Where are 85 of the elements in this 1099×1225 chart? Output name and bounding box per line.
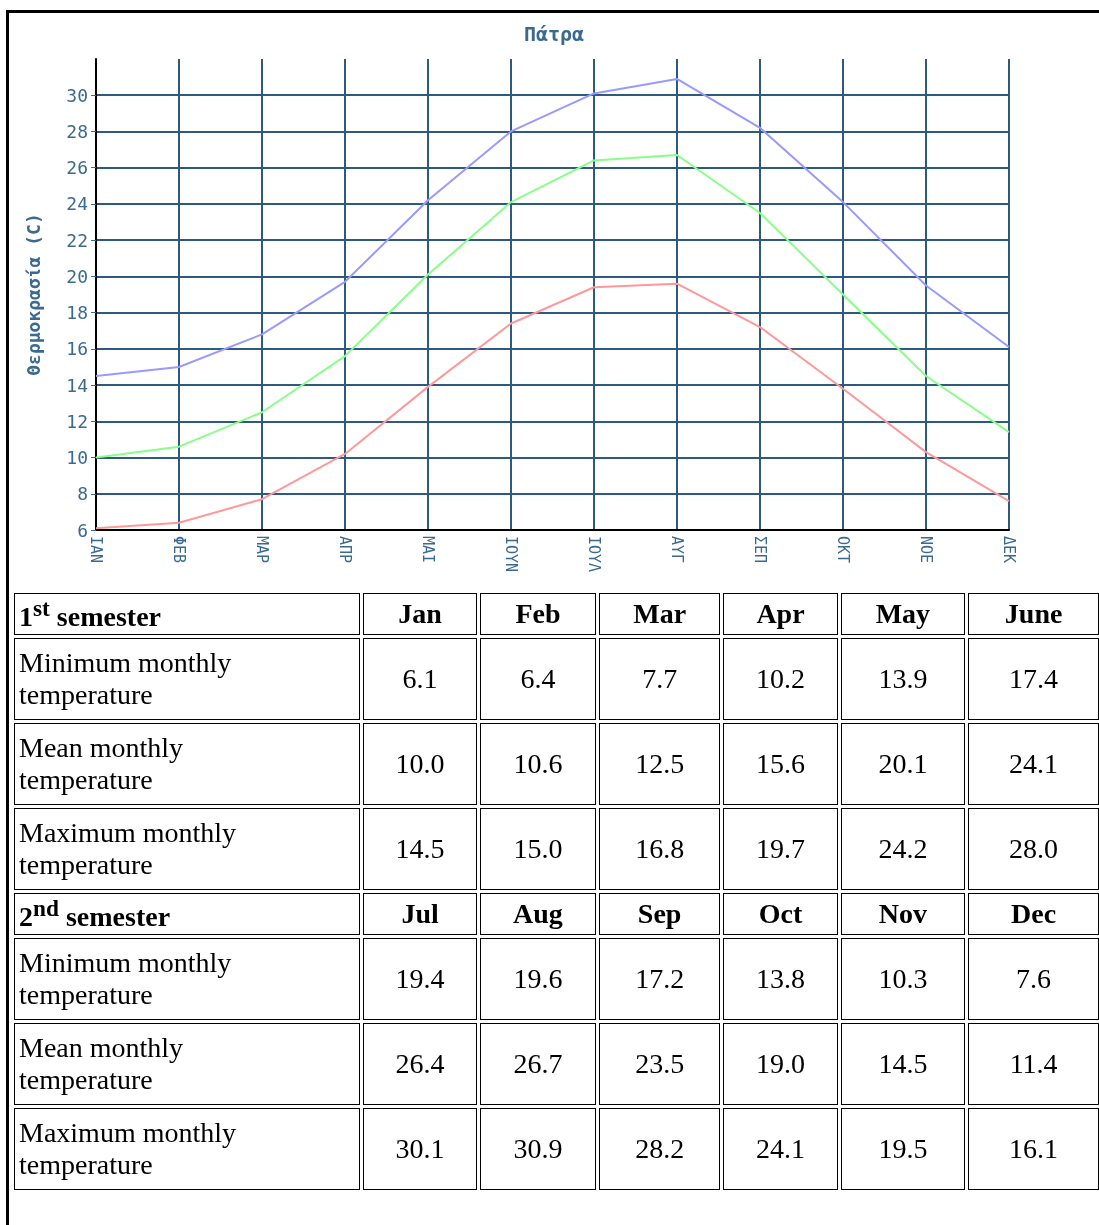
- text: 7.7: [598, 638, 721, 720]
- text: 13.8: [723, 938, 838, 1020]
- text: 30.1: [363, 1108, 478, 1190]
- text: Maximum monthly temperature: [19, 1117, 237, 1181]
- y-tick-label: 28: [66, 120, 88, 142]
- y-tick-label: 30: [66, 84, 88, 106]
- text: Mean monthly temperature: [19, 732, 185, 796]
- text: 24.1: [968, 723, 1099, 805]
- text: 19.5: [840, 1108, 966, 1190]
- y-tick-label: 20: [66, 265, 88, 287]
- text: 19.7: [723, 808, 838, 890]
- x-tick-label: ΑΥΓ: [668, 536, 686, 564]
- text: 16.1: [968, 1108, 1099, 1190]
- text: 28.0: [968, 808, 1099, 890]
- text: 2$^{nd}$ semester: [19, 894, 171, 934]
- line-series: [95, 154, 1010, 459]
- x-tick-label: ΝΟΕ: [917, 536, 935, 564]
- text: 10.6: [480, 723, 596, 805]
- text: 23.5: [598, 1023, 721, 1105]
- y-tick-label: 22: [66, 229, 88, 251]
- text: Mean monthly temperature: [19, 1032, 185, 1096]
- text: 7.6: [968, 938, 1099, 1020]
- text: 12.5: [598, 723, 721, 805]
- text: Nov: [840, 893, 966, 935]
- text: 24.2: [840, 808, 966, 890]
- text: Oct: [723, 893, 838, 935]
- text: 6.1: [363, 638, 478, 720]
- x-tick-label: ΙΟΥΝ: [502, 536, 520, 573]
- text: June: [968, 593, 1099, 635]
- x-tick-label: ΣΕΠ: [751, 536, 769, 564]
- y-axis-title: Θερμοκρασία (C): [22, 213, 44, 376]
- x-tick-label: ΑΠΡ: [336, 536, 354, 564]
- text: 26.7: [480, 1023, 596, 1105]
- text: Feb: [480, 593, 596, 635]
- y-tick-label: 26: [66, 157, 88, 179]
- x-tick-label: ΟΚΤ: [834, 536, 852, 564]
- text: 14.5: [840, 1023, 966, 1105]
- text: 10.0: [363, 723, 478, 805]
- text: Mar: [598, 593, 721, 635]
- x-tick-label: ΙΑΝ: [87, 536, 105, 564]
- text: 10.2: [723, 638, 838, 720]
- x-tick-label: ΦΕΒ: [170, 536, 188, 564]
- y-tick-label: 8: [77, 483, 88, 505]
- text: Dec: [968, 893, 1099, 935]
- line-series: [95, 77, 1010, 378]
- x-tick-label: ΙΟΥΛ: [585, 536, 603, 573]
- text: 28.2: [598, 1108, 721, 1190]
- chart-title: Πάτρα: [523, 22, 585, 46]
- x-tick-label: ΔΕΚ: [1000, 536, 1018, 564]
- text: 19.0: [723, 1023, 838, 1105]
- text: Apr: [723, 593, 838, 635]
- text: Jul: [363, 893, 478, 935]
- text: 15.6: [723, 723, 838, 805]
- y-tick-label: 10: [66, 447, 88, 469]
- text: Jan: [363, 593, 478, 635]
- text: 17.2: [598, 938, 721, 1020]
- y-tick-label: 14: [66, 374, 88, 396]
- text: 10.3: [840, 938, 966, 1020]
- y-tick-label: 18: [66, 302, 88, 324]
- x-tick-label: ΜΑΙ: [419, 536, 437, 564]
- text: Maximum monthly temperature: [19, 817, 237, 881]
- text: 30.9: [480, 1108, 596, 1190]
- text: 6.4: [480, 638, 596, 720]
- text: 15.0: [480, 808, 596, 890]
- x-tick-label: ΜΑΡ: [253, 536, 271, 564]
- text: 13.9: [840, 638, 966, 720]
- text: Minimum monthly temperature: [19, 947, 233, 1011]
- text: 17.4: [968, 638, 1099, 720]
- y-tick-label: 16: [66, 338, 88, 360]
- text: 1$^{st}$ semester: [19, 594, 162, 634]
- y-tick-label: 6: [77, 519, 88, 541]
- text: 24.1: [723, 1108, 838, 1190]
- text: 11.4: [968, 1023, 1099, 1105]
- text: 16.8: [598, 808, 721, 890]
- y-tick-label: 24: [66, 193, 88, 215]
- text: Minimum monthly temperature: [19, 647, 233, 711]
- text: 14.5: [363, 808, 478, 890]
- y-tick-label: 12: [66, 410, 88, 432]
- text: 19.6: [480, 938, 596, 1020]
- text: Aug: [480, 893, 596, 935]
- text: May: [840, 593, 966, 635]
- text: 19.4: [363, 938, 478, 1020]
- text: 20.1: [840, 723, 966, 805]
- text: Sep: [598, 893, 721, 935]
- text: 26.4: [363, 1023, 478, 1105]
